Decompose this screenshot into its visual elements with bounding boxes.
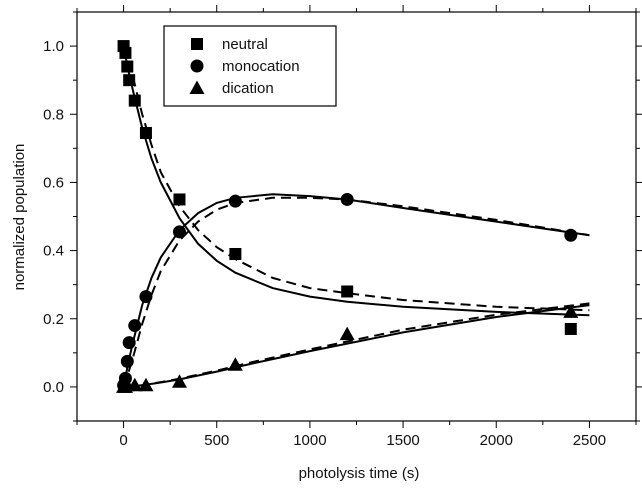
legend-label-monocation: monocation xyxy=(222,58,300,75)
point-monocation xyxy=(139,290,152,303)
legend: neutral monocation dication xyxy=(164,26,336,106)
point-monocation xyxy=(564,229,577,242)
point-dication xyxy=(340,327,355,341)
point-monocation xyxy=(173,225,186,238)
legend-label-neutral: neutral xyxy=(222,36,268,53)
fit-dashed-dication xyxy=(124,303,590,387)
y-tick-label: 0.6 xyxy=(43,174,64,191)
point-neutral xyxy=(123,74,135,86)
point-monocation xyxy=(121,355,134,368)
y-tick-label: 0.4 xyxy=(43,243,64,260)
y-tick-label: 0.0 xyxy=(43,379,64,396)
x-tick-label: 2000 xyxy=(480,432,513,449)
y-tick-label: 0.2 xyxy=(43,311,64,328)
point-monocation xyxy=(341,193,354,206)
legend-marker-monocation xyxy=(191,60,204,73)
point-neutral xyxy=(565,323,577,335)
point-neutral xyxy=(140,127,152,139)
y-axis-title: normalized population xyxy=(11,144,28,291)
x-axis-title: photolysis time (s) xyxy=(299,465,420,482)
y-tick-label: 1.0 xyxy=(43,38,64,55)
point-neutral xyxy=(341,285,353,297)
x-tick-label: 1500 xyxy=(386,432,419,449)
point-monocation xyxy=(128,319,141,332)
legend-label-dication: dication xyxy=(222,80,274,97)
y-tick-label: 0.8 xyxy=(43,106,64,123)
point-neutral xyxy=(129,95,141,107)
legend-marker-neutral xyxy=(191,38,203,50)
x-tick-label: 500 xyxy=(204,432,229,449)
point-neutral xyxy=(121,61,133,73)
plot-frame xyxy=(77,12,636,421)
fit-solid-dication xyxy=(124,305,590,387)
x-tick-label: 2500 xyxy=(573,432,606,449)
point-monocation xyxy=(229,195,242,208)
point-neutral xyxy=(229,248,241,260)
fit-dashed-monocation xyxy=(124,198,590,387)
point-monocation xyxy=(123,336,136,349)
x-tick-label: 0 xyxy=(119,432,127,449)
point-neutral xyxy=(119,47,131,59)
x-tick-label: 1000 xyxy=(293,432,326,449)
point-neutral xyxy=(173,193,185,205)
